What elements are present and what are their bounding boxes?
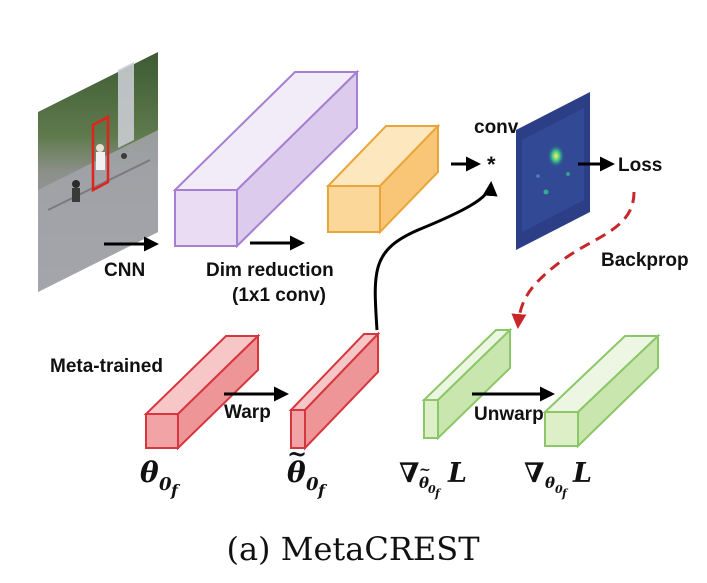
loss-label: Loss	[618, 155, 662, 176]
svg-text:~: ~	[419, 462, 431, 478]
conv-operator: *	[487, 152, 496, 177]
warped-gradient-filter	[421, 327, 513, 441]
response-heatmap	[516, 92, 590, 250]
cnn-feature-volume	[172, 69, 360, 249]
svg-text:θ: θ	[545, 474, 555, 492]
svg-text:f: f	[317, 481, 328, 500]
filter-to-conv-curve-arrow	[373, 181, 498, 331]
svg-text:θ: θ	[140, 456, 159, 489]
input-frame-image	[38, 52, 158, 292]
reduced-feature-volume	[325, 123, 441, 235]
unwarp-label: Unwarp	[474, 404, 544, 425]
svg-text:f: f	[561, 487, 569, 500]
tracking-bounding-box	[91, 114, 110, 193]
cnn-label: CNN	[104, 260, 145, 281]
backprop-label: Backprop	[601, 250, 689, 271]
conv-label: conv	[474, 117, 519, 138]
svg-text:L: L	[447, 458, 467, 489]
svg-text:0: 0	[306, 474, 319, 495]
svg-text:f: f	[170, 481, 181, 500]
svg-text:θ: θ	[287, 456, 306, 489]
warped-filter	[288, 331, 381, 451]
meta-trained-label: Meta-trained	[50, 356, 163, 377]
warp-label: Warp	[224, 402, 271, 423]
math-theta-0f: θ 0 f	[140, 456, 181, 500]
svg-text:0: 0	[555, 483, 563, 496]
svg-text:θ: θ	[419, 474, 429, 492]
dim-reduction-label: Dim reduction	[206, 260, 334, 281]
dim-reduction-sublabel: (1x1 conv)	[232, 285, 326, 306]
gradient-filter	[542, 333, 661, 449]
math-theta-tilde-0f: ~ θ 0 f	[287, 439, 328, 500]
math-grad-theta-L: ∇ θ 0 f L	[524, 458, 592, 500]
svg-text:∇: ∇	[399, 458, 419, 489]
backprop-dashed-arrow	[511, 191, 636, 329]
math-grad-warped-L: ∇ ~ θ 0 f L	[399, 458, 467, 500]
meta-trained-filter	[143, 333, 261, 451]
svg-text:~: ~	[287, 439, 307, 468]
svg-text:f: f	[434, 487, 442, 500]
figure-caption: (a) MetaCREST	[226, 530, 480, 568]
svg-text:0: 0	[159, 474, 172, 495]
svg-text:∇: ∇	[524, 458, 544, 489]
svg-text:L: L	[572, 458, 592, 489]
svg-text:0: 0	[428, 483, 436, 496]
